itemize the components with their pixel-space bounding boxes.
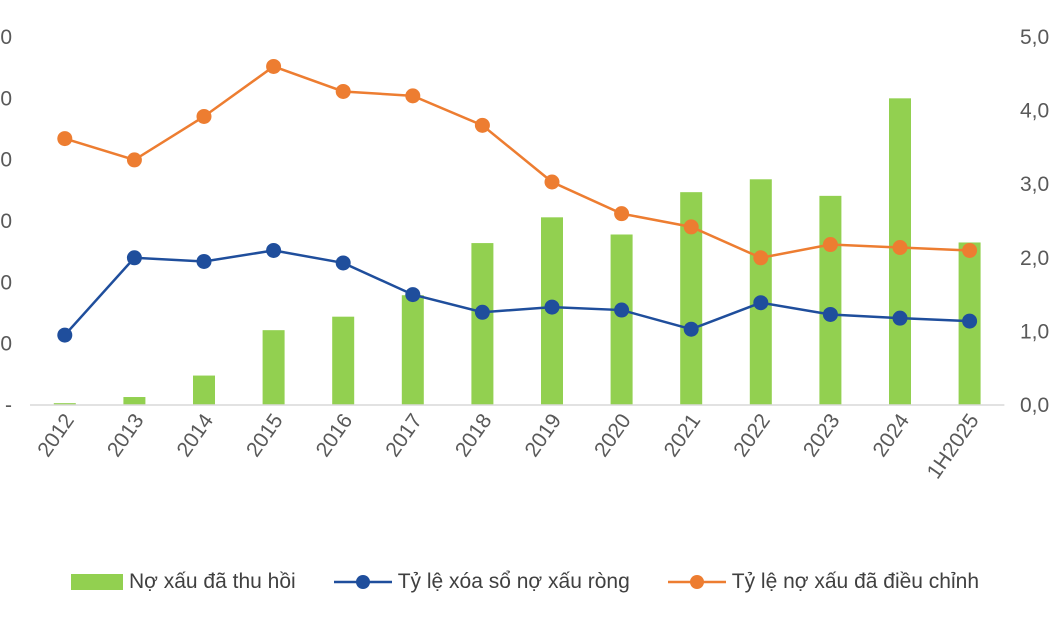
left-axis-tick: 0	[0, 87, 12, 110]
legend-item-bar: Nợ xấu đã thu hồi	[70, 570, 296, 594]
left-axis-tick: 0	[0, 210, 12, 233]
bar-2014	[193, 375, 215, 405]
right-axis-tick: 0,0	[1020, 394, 1049, 417]
orange-point-2016	[335, 83, 351, 99]
blue-point-2016	[335, 255, 351, 271]
bar-2020	[610, 234, 633, 405]
legend-blue-line-swatch	[333, 575, 392, 589]
left-axis-tick: -	[5, 394, 12, 417]
right-axis-tick: 2,0	[1020, 247, 1049, 270]
orange-point-2013	[126, 152, 142, 168]
bar-2015	[262, 330, 285, 405]
blue-point-2022	[753, 295, 769, 311]
bar-2022	[749, 179, 772, 405]
orange-point-2020	[614, 206, 630, 222]
legend-item-blue-line: Tỷ lệ xóa sổ nợ xấu ròng	[333, 570, 630, 594]
x-tick-2019: 2019	[520, 410, 566, 461]
right-axis-tick: 4,0	[1020, 100, 1049, 123]
orange-point-2023	[822, 237, 838, 253]
bar-2016	[332, 316, 355, 405]
x-tick-2023: 2023	[799, 410, 845, 461]
orange-point-2015	[266, 58, 282, 74]
legend-label-orange-line: Tỷ lệ nợ xấu đã điều chỉnh	[731, 570, 980, 593]
x-tick-2024: 2024	[868, 409, 914, 461]
blue-point-2012	[57, 327, 73, 343]
legend-orange-line-swatch	[667, 575, 726, 589]
left-axis-tick: 0	[0, 271, 12, 294]
orange-point-2024	[892, 239, 908, 255]
blue-point-2021	[683, 321, 699, 337]
blue-line-path	[63, 249, 970, 336]
orange-point-1H2025	[962, 242, 978, 258]
x-tick-2020: 2020	[590, 410, 636, 461]
orange-point-2021	[683, 219, 699, 235]
x-tick-1H2025: 1H2025	[923, 410, 984, 483]
x-tick-2017: 2017	[381, 410, 427, 461]
right-axis-tick: 5,0	[1020, 26, 1049, 49]
legend-label-blue-line: Tỷ lệ xóa sổ nợ xấu ròng	[397, 570, 630, 593]
legend-item-orange-line: Tỷ lệ nợ xấu đã điều chỉnh	[667, 570, 980, 594]
orange-point-2018	[474, 117, 490, 133]
orange-point-2012	[57, 131, 73, 147]
legend-bar-swatch	[70, 574, 123, 590]
x-tick-2015: 2015	[242, 410, 288, 461]
orange-point-2017	[405, 88, 421, 104]
right-axis-ticks: 0,0 1,0 2,0 3,0 4,0 5,0	[1020, 26, 1049, 417]
blue-point-2017	[405, 287, 421, 303]
left-axis-ticks: - 0 0 0 0 0 0	[0, 26, 12, 417]
blue-point-2014	[196, 253, 212, 269]
orange-point-2022	[753, 250, 769, 266]
x-tick-2014: 2014	[172, 409, 218, 461]
orange-point-2019	[544, 174, 560, 190]
bar-series-no-xau-da-thu-hoi	[53, 98, 981, 405]
x-tick-2018: 2018	[451, 410, 497, 461]
blue-point-2018	[474, 304, 490, 320]
legend-label-bar: Nợ xấu đã thu hồi	[128, 570, 296, 593]
right-axis-tick: 3,0	[1020, 173, 1049, 196]
bar-2012	[53, 403, 76, 405]
x-tick-2012: 2012	[33, 410, 79, 461]
x-axis-labels: 2012 2013 2014 2015 2016 2017 2018 2019 2020 2021…	[33, 409, 983, 483]
orange-line-path	[64, 65, 970, 260]
line-series-ty-le-xoa-so-no-xau-rong	[57, 242, 978, 343]
blue-point-2020	[614, 302, 630, 318]
blue-point-2015	[266, 242, 282, 258]
left-axis-tick: 0	[0, 26, 12, 49]
x-tick-2013: 2013	[103, 410, 149, 461]
blue-point-1H2025	[962, 313, 978, 329]
left-axis-tick: 0	[0, 149, 12, 172]
bar-2023	[819, 195, 842, 405]
blue-point-2024	[892, 310, 908, 326]
bar-2018	[471, 243, 494, 405]
legend: Nợ xấu đã thu hồi Tỷ lệ xóa sổ nợ xấu rò…	[0, 560, 1050, 604]
bar-2013	[123, 397, 146, 405]
bar-2021	[680, 192, 703, 405]
orange-point-2014	[196, 108, 212, 124]
line-series-ty-le-no-xau-da-dieu-chinh	[57, 58, 978, 266]
blue-point-2019	[544, 299, 560, 315]
x-tick-2016: 2016	[312, 410, 358, 461]
blue-point-2023	[822, 306, 838, 322]
blue-point-2013	[126, 250, 142, 266]
x-tick-2021: 2021	[660, 410, 706, 461]
bar-2017	[401, 295, 424, 405]
x-tick-2022: 2022	[729, 410, 775, 461]
right-axis-tick: 1,0	[1020, 320, 1049, 343]
left-axis-tick: 0	[0, 333, 12, 356]
